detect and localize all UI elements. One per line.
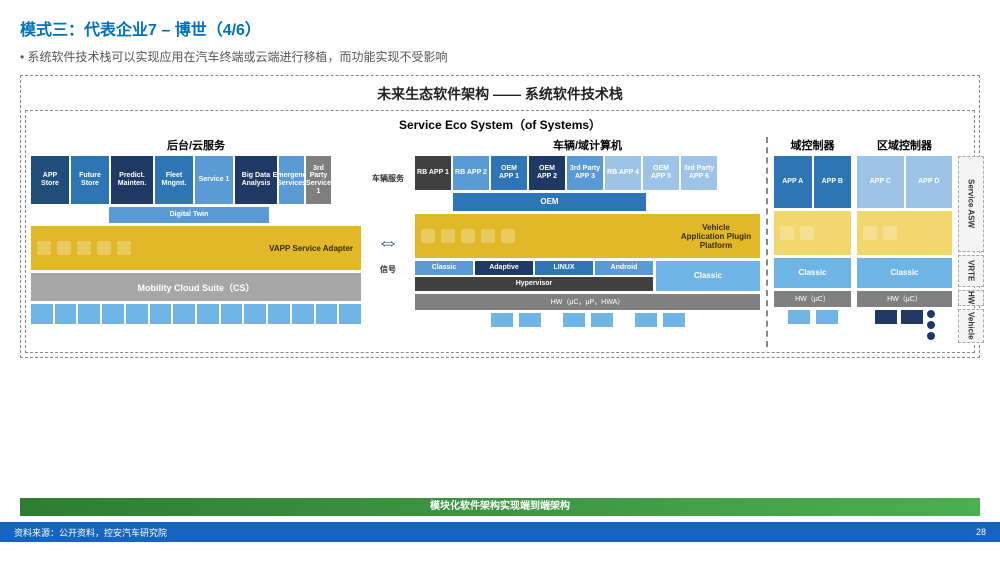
dc-yellow bbox=[774, 211, 851, 255]
app-block: LINUX bbox=[535, 261, 593, 275]
app-block: Emergency Services bbox=[279, 156, 304, 204]
app-block: 3rd Party APP 6 bbox=[681, 156, 717, 190]
zc-header: 区域控制器 bbox=[857, 137, 952, 153]
hw-slot bbox=[244, 304, 266, 324]
dc-subunits bbox=[774, 310, 851, 344]
vapp-platform-label: Vehicle Application Plugin Platform bbox=[680, 223, 760, 250]
side-labels: Service ASW VRTE HW Vehicle bbox=[958, 137, 984, 347]
hw-slot bbox=[126, 304, 148, 324]
cloud-column: 后台/云服务 APP StoreFuture StorePredict. Mai… bbox=[31, 137, 361, 347]
connector-column: 车辆服务 ⇔ 信号 bbox=[367, 137, 409, 347]
chip-icon bbox=[441, 229, 455, 243]
app-block: Adaptive bbox=[475, 261, 533, 275]
app-block: APP Store bbox=[31, 156, 69, 204]
app-block: Classic bbox=[415, 261, 473, 275]
vehicle-subunits bbox=[415, 313, 760, 347]
vehicle-header: 车辆/域计算机 bbox=[415, 137, 760, 153]
hw-slot bbox=[150, 304, 172, 324]
signal-icon bbox=[77, 241, 91, 255]
classic-big: Classic bbox=[656, 261, 760, 291]
app-block: Service 1 bbox=[195, 156, 233, 204]
vapp-adapter-band: VAPP Service Adapter bbox=[31, 226, 361, 270]
label-vehicle: Vehicle bbox=[958, 309, 984, 343]
zc-yellow bbox=[857, 211, 952, 255]
dc-classic: Classic bbox=[774, 258, 851, 288]
cloud-suite: Mobility Cloud Suite（CS） bbox=[31, 273, 361, 301]
cloud-hw-row bbox=[31, 304, 361, 324]
dc-header: 域控制器 bbox=[774, 137, 851, 153]
hw-bar-dc: HW（μC） bbox=[774, 291, 851, 307]
hypervisor: Hypervisor bbox=[415, 277, 653, 291]
app-block: Big Data Analysis bbox=[235, 156, 277, 204]
hw-slot bbox=[197, 304, 219, 324]
app-block: OEM APP 5 bbox=[643, 156, 679, 190]
app-block: RB APP 1 bbox=[415, 156, 451, 190]
app-block: RB APP 2 bbox=[453, 156, 489, 190]
app-block: OEM APP 2 bbox=[529, 156, 565, 190]
app-block: Android bbox=[595, 261, 653, 275]
cloud-header: 后台/云服务 bbox=[31, 137, 361, 153]
hw-slot bbox=[102, 304, 124, 324]
zone-controller-column: 区域控制器 APP CAPP D Classic HW（μC） bbox=[857, 137, 952, 347]
app-block: APP D bbox=[906, 156, 953, 208]
gear-icon bbox=[37, 241, 51, 255]
car-icon bbox=[501, 229, 515, 243]
hw-slot bbox=[316, 304, 338, 324]
app-block: APP C bbox=[857, 156, 904, 208]
signal-icon bbox=[461, 229, 475, 243]
eco-system-box: Service Eco System（of Systems） 后台/云服务 AP… bbox=[25, 110, 975, 353]
hw-slot bbox=[78, 304, 100, 324]
vapp-platform-band: Vehicle Application Plugin Platform bbox=[415, 214, 760, 258]
footer-bar: 资料来源：公开资料，控安汽车研究院 28 bbox=[0, 522, 1000, 542]
bidirectional-arrow-icon: ⇔ bbox=[377, 229, 399, 255]
label-hw: HW bbox=[958, 290, 984, 306]
bulb-icon bbox=[481, 229, 495, 243]
zc-subunits bbox=[857, 310, 952, 344]
hw-slot bbox=[173, 304, 195, 324]
car-icon bbox=[117, 241, 131, 255]
footer-source: 资料来源：公开资料，控安汽车研究院 bbox=[14, 526, 167, 539]
bulb-icon bbox=[863, 226, 877, 240]
car-icon bbox=[883, 226, 897, 240]
app-block: RB APP 4 bbox=[605, 156, 641, 190]
hw-slot bbox=[221, 304, 243, 324]
zc-classic: Classic bbox=[857, 258, 952, 288]
digital-twin: Digital Twin bbox=[109, 207, 269, 223]
vapp-label: VAPP Service Adapter bbox=[269, 244, 361, 253]
app-block: 3rd Party APP 3 bbox=[567, 156, 603, 190]
page-subtitle: • 系统软件技术栈可以实现应用在汽车终端或云端进行移植，而功能实现不受影响 bbox=[20, 48, 980, 65]
page-title: 模式三：代表企业7 – 博世（4/6） bbox=[20, 16, 980, 40]
domain-controller-column: 域控制器 APP AAPP B Classic HW（μC） bbox=[766, 137, 851, 347]
hw-bar-vehicle: HW（μC，μP，HWA） bbox=[415, 294, 760, 310]
page-number: 28 bbox=[976, 527, 986, 537]
bulb-icon bbox=[97, 241, 111, 255]
oem-bar: OEM bbox=[453, 193, 646, 211]
hw-bar-zc: HW（μC） bbox=[857, 291, 952, 307]
vehicle-column: 车辆/域计算机 RB APP 1RB APP 2OEM APP 1OEM APP… bbox=[415, 137, 760, 347]
hw-slot bbox=[292, 304, 314, 324]
bulb-icon bbox=[780, 226, 794, 240]
app-block: Future Store bbox=[71, 156, 109, 204]
hw-slot bbox=[55, 304, 77, 324]
gear-icon bbox=[421, 229, 435, 243]
architecture-frame: 未来生态软件架构 —— 系统软件技术栈 Service Eco System（o… bbox=[20, 75, 980, 358]
hw-slot bbox=[268, 304, 290, 324]
app-block: OEM APP 1 bbox=[491, 156, 527, 190]
hw-slot bbox=[339, 304, 361, 324]
app-block: APP A bbox=[774, 156, 812, 208]
label-asw: Service ASW bbox=[958, 156, 984, 252]
app-block: APP B bbox=[814, 156, 852, 208]
hw-slot bbox=[31, 304, 53, 324]
signal-label: 信号 bbox=[380, 264, 396, 275]
frame-title: 未来生态软件架构 —— 系统软件技术栈 bbox=[25, 80, 975, 110]
eco-title: Service Eco System（of Systems） bbox=[31, 116, 969, 133]
car-icon bbox=[800, 226, 814, 240]
app-block: Fleet Mngmt. bbox=[155, 156, 193, 204]
app-block: 3rd Party Service 1 bbox=[306, 156, 331, 204]
chip-icon bbox=[57, 241, 71, 255]
green-summary-bar: 模块化软件架构实现端到端架构 bbox=[20, 498, 980, 516]
app-block: Predict. Mainten. bbox=[111, 156, 153, 204]
label-vrte: VRTE bbox=[958, 255, 984, 287]
